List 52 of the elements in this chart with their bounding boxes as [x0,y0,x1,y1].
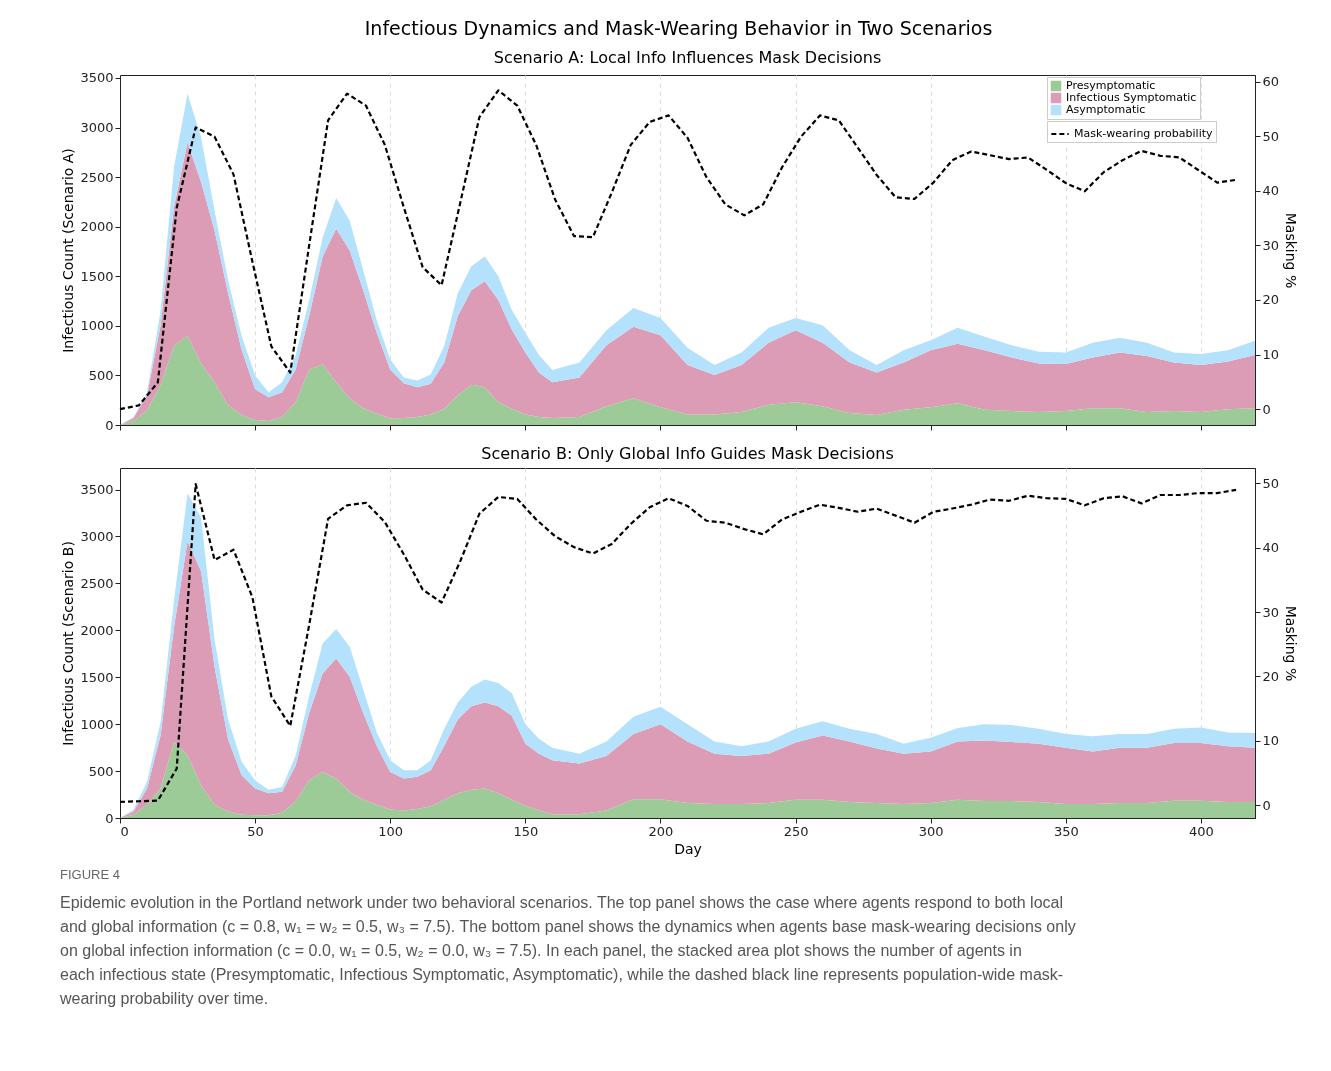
x-axis-title: Day [674,840,702,857]
chart-title: Scenario B: Only Global Info Guides Mask Decisions [481,444,894,463]
legend-label: Infectious Symptomatic [1066,91,1197,104]
y-tick-label: 1500 [80,268,114,284]
y-tick-label: 1000 [80,716,114,732]
x-tick-label: 350 [1053,823,1079,839]
y-tick-label: 0 [105,810,114,826]
chart-subtitle: Scenario A: Local Info Influences Mask Decisions [493,47,882,67]
caption: FIGURE 4 [60,867,120,882]
y-tick-label: 2500 [80,169,114,185]
y-tick-label: 1500 [80,669,114,685]
y2-tick-label: 20 [1262,292,1280,308]
y-tick-label: 2000 [80,219,114,235]
y-tick-label: 1000 [80,318,114,334]
y-tick-label: 2500 [80,575,114,591]
x-tick-label: 200 [648,823,674,839]
x-tick-label: 150 [513,823,539,839]
y2-tick-label: 30 [1262,604,1280,620]
legend-label: Mask-wearing probability [1074,127,1214,140]
text: Epidemic evolution in the Portland network under two behavioral scenarios. The top panel shows the case where agents respond to both local and global information (c = 0.8, w₁ = w₂ = 0.5, w₃ = 7.5). The bottom panel shows the dynamics when agents base mask-wearing decisions only on global infection information (c = 0.0, w₁ = 0.5, w₂ = 0.0, w₃ = 7.5). In each panel, the stacked area plot shows the number of agents in each infectious state (Presymptomatic, Infectious Symptomatic, Asymptomatic), while the dashed black line represents population-wide mask-wearing probability over time. [59,894,1076,1007]
y2-tick-label: 10 [1262,347,1280,363]
y-tick-label: 2000 [80,622,114,638]
y-tick-label: 0 [105,417,114,433]
y2-tick-label: 50 [1262,128,1280,144]
y2-tick-label: 40 [1262,183,1280,199]
x-tick-label: 400 [1189,823,1214,839]
y2-axis-title: Masking % [1283,605,1300,682]
y2-tick-label: 50 [1262,475,1280,491]
legend-label: Asymptomatic [1066,103,1146,116]
y2-tick-label: 60 [1262,74,1280,90]
y-tick-label: 500 [88,763,114,779]
y-tick-label: 3500 [80,482,114,498]
y2-axis-title: Masking % [1283,212,1300,289]
y2-tick-label: 0 [1262,401,1271,417]
y2-tick-label: 40 [1262,540,1280,556]
x-tick-label: 50 [247,823,264,839]
y-tick-label: 3000 [80,120,114,136]
chart-title: Infectious Dynamics and Mask-Wearing Behavior in Two Scenarios [364,17,993,40]
y-axis-title: Infectious Count (Scenario B) [60,541,77,746]
y2-tick-label: 10 [1262,733,1280,749]
y-tick-label: 500 [88,367,114,383]
y2-tick-label: 20 [1262,668,1280,684]
x-tick-label: 300 [918,823,944,839]
x-tick-label: 250 [783,823,809,839]
legend-label: Presymptomatic [1066,79,1156,92]
x-tick-label: 0 [120,823,129,839]
y-tick-label: 3500 [80,70,114,86]
y-axis-title: Infectious Count (Scenario A) [60,148,77,353]
x-tick-label: 100 [378,823,404,839]
y2-tick-label: 0 [1262,797,1271,813]
y2-tick-label: 30 [1262,237,1280,253]
y-tick-label: 3000 [80,529,114,544]
